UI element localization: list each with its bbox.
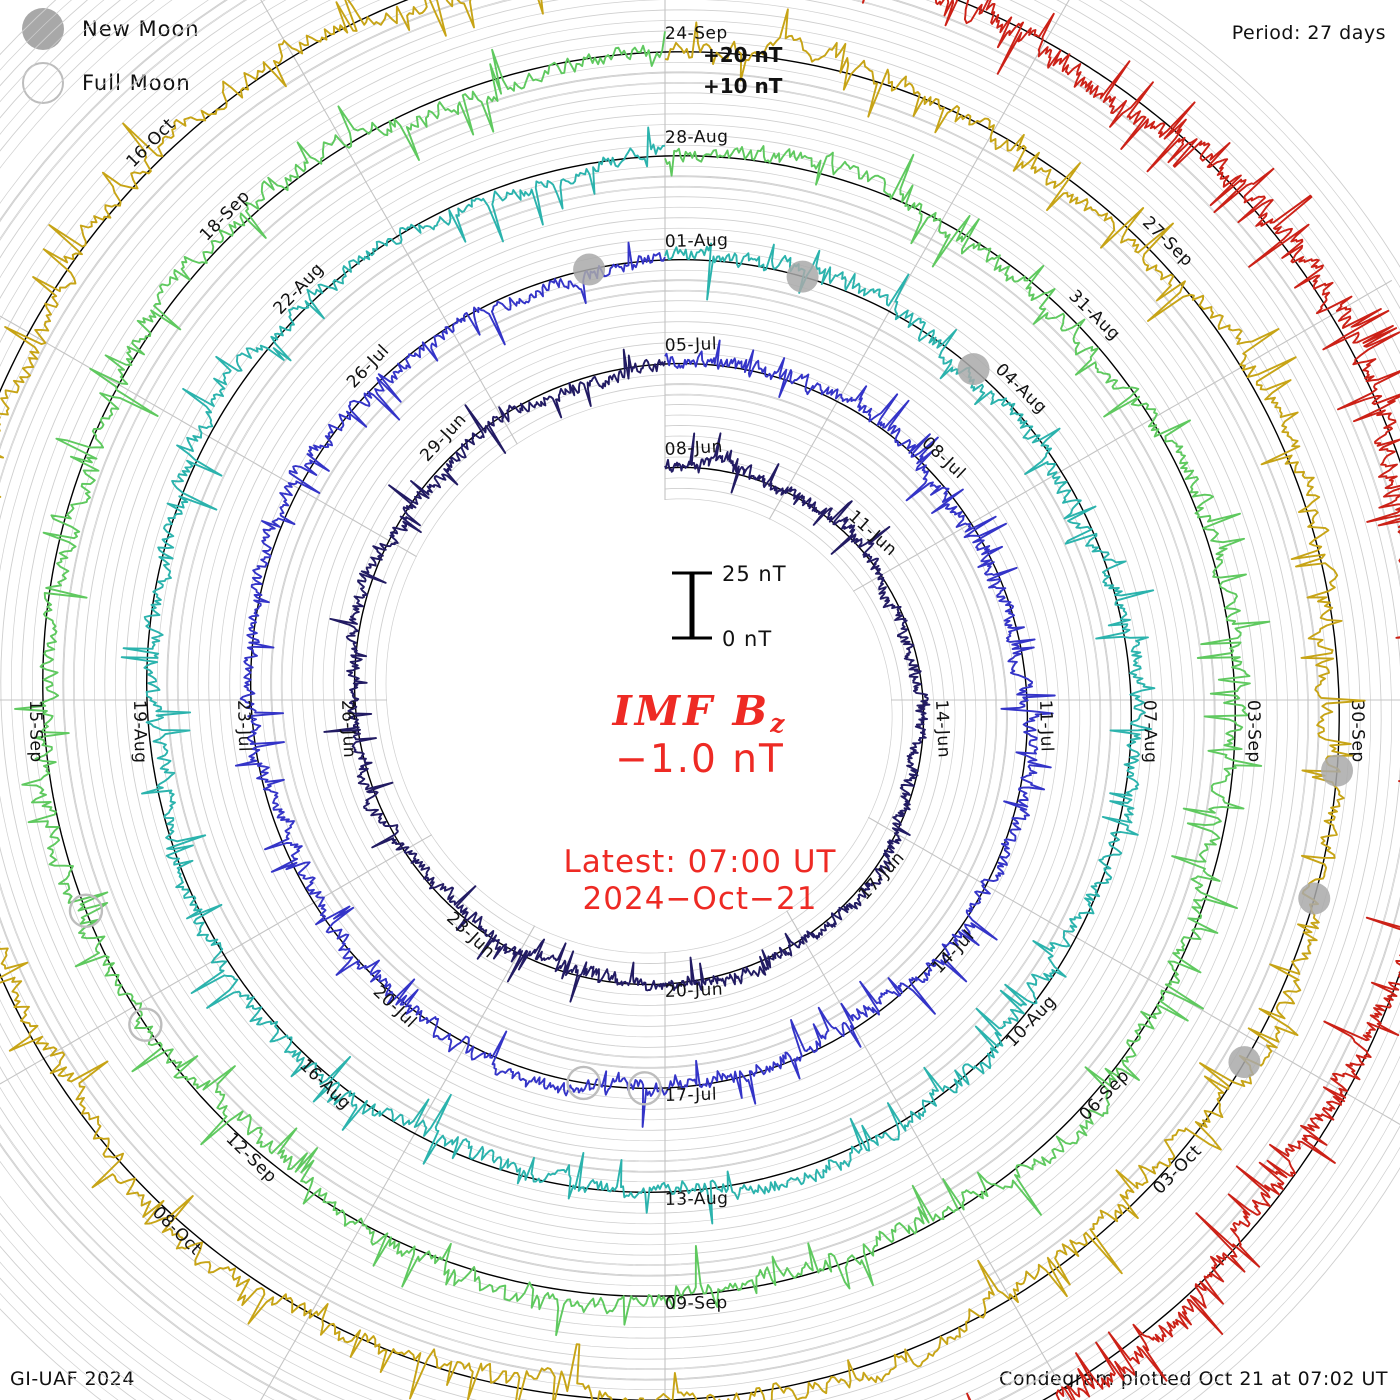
date-tick-label: 03-Oct (1149, 1141, 1206, 1198)
radial-axis-labels: +20 nT +10 nT (703, 43, 783, 98)
full-moon-marker (566, 1065, 601, 1101)
new-moon-icon (22, 8, 64, 50)
date-tick-label: 23-Jul (233, 700, 254, 753)
date-tick-label: 15-Sep (25, 700, 46, 763)
date-tick-label: 08-Jun (664, 437, 723, 460)
date-tick-label: 26-Jun (337, 699, 359, 758)
full-moon-marker (627, 1071, 662, 1106)
date-tick-label: 17-Jun (855, 848, 909, 905)
full-moon-marker (128, 1007, 163, 1042)
full-moon-marker (68, 893, 104, 928)
credit-label: GI-UAF 2024 (10, 1368, 135, 1390)
new-moon-marker (786, 260, 819, 293)
new-moon-marker (1298, 882, 1331, 915)
date-tick-label: 14-Jun (931, 699, 954, 758)
date-tick-label: 30-Sep (1347, 700, 1368, 763)
scale-top-label: 25 nT (722, 562, 787, 586)
period-label: Period: 27 days (1231, 22, 1386, 44)
date-tick-label: 07-Aug (1139, 700, 1160, 764)
date-tick-label: 24-Sep (665, 23, 728, 44)
scale-bottom-label: 0 nT (722, 627, 772, 651)
date-tick-label: 11-Jul (1035, 700, 1057, 753)
date-tick-label: 19-Aug (129, 700, 150, 764)
date-tick-label: 05-Jul (664, 334, 717, 356)
date-tick-label: 16-Oct (123, 115, 180, 172)
moon-markers (68, 253, 1354, 1106)
full-moon-icon (22, 62, 64, 104)
new-moon-marker (573, 253, 606, 286)
date-tick-label: 20-Jun (664, 979, 723, 1002)
new-moon-marker (1321, 754, 1354, 787)
date-tick-label: 06-Oct (665, 1397, 726, 1400)
date-tick-label: 13-Aug (665, 1189, 729, 1210)
axis-label-10nt: +10 nT (703, 74, 783, 98)
date-tick-label: 17-Jul (665, 1085, 718, 1106)
plotted-timestamp-label: Condegram plotted Oct 21 at 07:02 UT (999, 1368, 1388, 1390)
new-moon-marker (957, 353, 990, 386)
date-tick-label: 01-Aug (665, 230, 729, 252)
date-tick-label: 09-Sep (665, 1293, 728, 1314)
axis-label-20nt: +20 nT (703, 43, 783, 67)
date-tick-label: 28-Aug (665, 127, 729, 148)
date-tick-label: 03-Sep (1243, 700, 1264, 763)
scale-bar: 25 nT 0 nT (672, 562, 787, 651)
new-moon-marker (1228, 1046, 1261, 1079)
